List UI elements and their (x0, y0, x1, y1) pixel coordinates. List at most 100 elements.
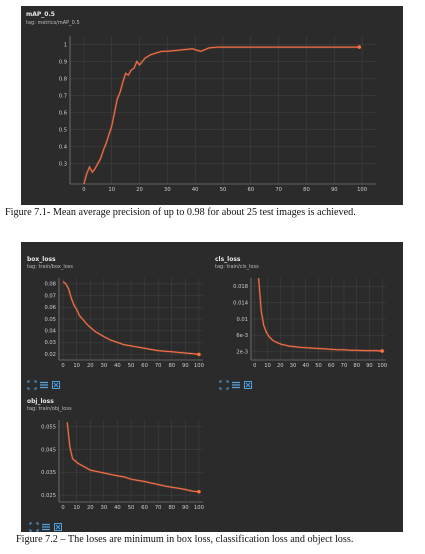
chart-2-plot: 2e-3 6e-3 0.01 0.014 0.018 0 10 20 30 40 50 60 70 80 9… (233, 277, 387, 369)
obj-loss-tag: tag: train/obj_loss (27, 406, 72, 412)
y-tick-label: 0.02 (44, 352, 56, 358)
x-tick-label: 0 (61, 505, 64, 511)
series-end-point (197, 352, 201, 357)
x-tick-label: 90 (331, 187, 338, 193)
x-tick-label: 40 (302, 363, 309, 369)
x-tick-label: 50 (128, 363, 135, 369)
x-tick-label: 30 (290, 363, 297, 369)
chart-title: mAP_0.5 (26, 11, 55, 18)
x-tick-label: 90 (366, 363, 373, 369)
download-icon[interactable] (52, 376, 60, 389)
x-tick-label: 20 (136, 187, 143, 193)
x-tick-label: 100 (194, 363, 204, 369)
y-tick-label: 0.04 (44, 329, 56, 335)
y-tick-label: 0.08 (44, 282, 56, 288)
y-tick-label: 0.045 (41, 447, 56, 453)
x-tick-label: 90 (182, 363, 189, 369)
x-tick-label: 80 (168, 363, 175, 369)
y-tick-label: 0.4 (59, 144, 68, 150)
x-tick-label: 30 (101, 363, 108, 369)
obj-loss-title: obj_loss (27, 398, 54, 405)
figure-7-2-caption: Figure 7.2 – The loses are minimum in bo… (16, 534, 354, 545)
box-loss-title: box_loss (27, 256, 56, 263)
series-line (83, 46, 360, 185)
x-tick-label: 60 (248, 187, 255, 193)
x-tick-label: 100 (194, 505, 204, 511)
box-loss-chart: 0.02 0.03 0.04 0.05 0.06 0.07 0.08 0 10 20 30 40 50 6… (41, 277, 387, 511)
fit-domain-icon[interactable] (29, 518, 39, 532)
x-tick-label: 0 (61, 363, 64, 369)
series-end-point (197, 489, 201, 494)
x-tick-label: 40 (192, 187, 199, 193)
x-tick-label: 70 (341, 363, 348, 369)
x-tick-label: 70 (155, 505, 162, 511)
y-tick-label: 0.014 (233, 300, 249, 306)
y-tick-label: 2e-3 (236, 350, 248, 356)
series-raw-line (257, 277, 383, 353)
map-chart: 0.30.40.50.60.70.80.910 10 20 30 40 50 60 70 80 9… (59, 36, 376, 193)
y-tick-label: 0.055 (41, 425, 56, 431)
x-tick-label: 100 (357, 187, 367, 193)
y-tick-label: 0.9 (59, 59, 67, 65)
x-tick-label: 80 (303, 187, 310, 193)
x-tick-label: 50 (220, 187, 227, 193)
x-tick-label: 70 (155, 363, 162, 369)
series-end-point (380, 349, 384, 353)
y-tick-label: 0.05 (44, 317, 56, 323)
x-tick-label: 20 (277, 363, 284, 369)
y-tick-label: 0.03 (44, 340, 56, 346)
x-tick-label: 60 (328, 363, 335, 369)
cls-loss-toolbar (219, 376, 252, 390)
series-line (66, 422, 199, 493)
x-tick-label: 80 (353, 363, 360, 369)
x-tick-label: 90 (182, 505, 189, 511)
series-end-point (357, 45, 362, 49)
x-tick-label: 100 (377, 363, 387, 369)
series-line (62, 281, 199, 355)
data-table-icon[interactable] (232, 376, 240, 389)
x-tick-label: 30 (164, 187, 171, 193)
x-tick-label: 30 (101, 505, 108, 511)
y-tick-label: 6e-3 (236, 333, 248, 339)
obj-loss-toolbar (29, 518, 62, 532)
fit-domain-icon[interactable] (27, 376, 37, 390)
y-tick-label: 0.07 (44, 293, 56, 299)
chart-tag: tag: metrics/mAP_0.5 (26, 20, 80, 26)
download-icon[interactable] (54, 518, 62, 531)
y-tick-label: 0.8 (59, 76, 67, 82)
chart-1-plot: 0.02 0.03 0.04 0.05 0.06 0.07 0.08 0 10 20 30 40 50 6… (44, 278, 204, 369)
box-loss-tag: tag: train/box_loss (27, 264, 73, 270)
x-tick-label: 0 (82, 187, 85, 193)
figure-7-1-caption: Figure 7.1- Mean average precision of up… (5, 207, 356, 218)
map-chart-panel: mAP_0.5 tag: metrics/mAP_0.5 0.3 0.4 0.5 0.… (21, 6, 403, 205)
x-tick-label: 20 (87, 505, 94, 511)
x-tick-label: 80 (168, 505, 175, 511)
x-tick-label: 40 (114, 363, 121, 369)
y-tick-label: 0.7 (59, 93, 67, 99)
x-tick-label: 50 (128, 505, 135, 511)
x-tick-label: 50 (315, 363, 322, 369)
data-table-icon[interactable] (40, 376, 48, 389)
x-tick-label: 60 (141, 505, 148, 511)
y-tick-label: 0.5 (59, 127, 67, 133)
y-tick-label: 0.018 (233, 284, 248, 290)
loss-charts-panel: box_loss tag: train/box_loss 0.02 0.03 0.0… (21, 242, 403, 532)
x-tick-label: 20 (87, 363, 94, 369)
y-tick-label: 0.6 (59, 110, 67, 116)
fit-domain-icon[interactable] (219, 376, 229, 390)
x-tick-label: 10 (108, 187, 115, 193)
chart-3-plot: 0.025 0.035 0.045 0.055 0 10 20 30 40 50 60 70 80 90 1… (41, 420, 204, 511)
box-loss-toolbar (27, 376, 60, 390)
x-tick-label: 60 (141, 363, 148, 369)
y-tick-label: 0.06 (44, 305, 56, 311)
x-tick-label: 70 (275, 187, 282, 193)
chart-0-plot: 0.30.40.50.60.70.80.910 10 20 30 40 50 60 70 80 9… (59, 36, 376, 193)
y-tick-label: 0.3 (59, 161, 67, 167)
download-icon[interactable] (244, 376, 252, 389)
cls-loss-tag: tag: train/cls_loss (215, 264, 259, 270)
y-tick-label: 0.025 (41, 493, 56, 499)
series-line (258, 277, 383, 352)
data-table-icon[interactable] (42, 518, 50, 531)
y-tick-label: 1 (64, 42, 67, 48)
x-tick-label: 10 (73, 363, 80, 369)
